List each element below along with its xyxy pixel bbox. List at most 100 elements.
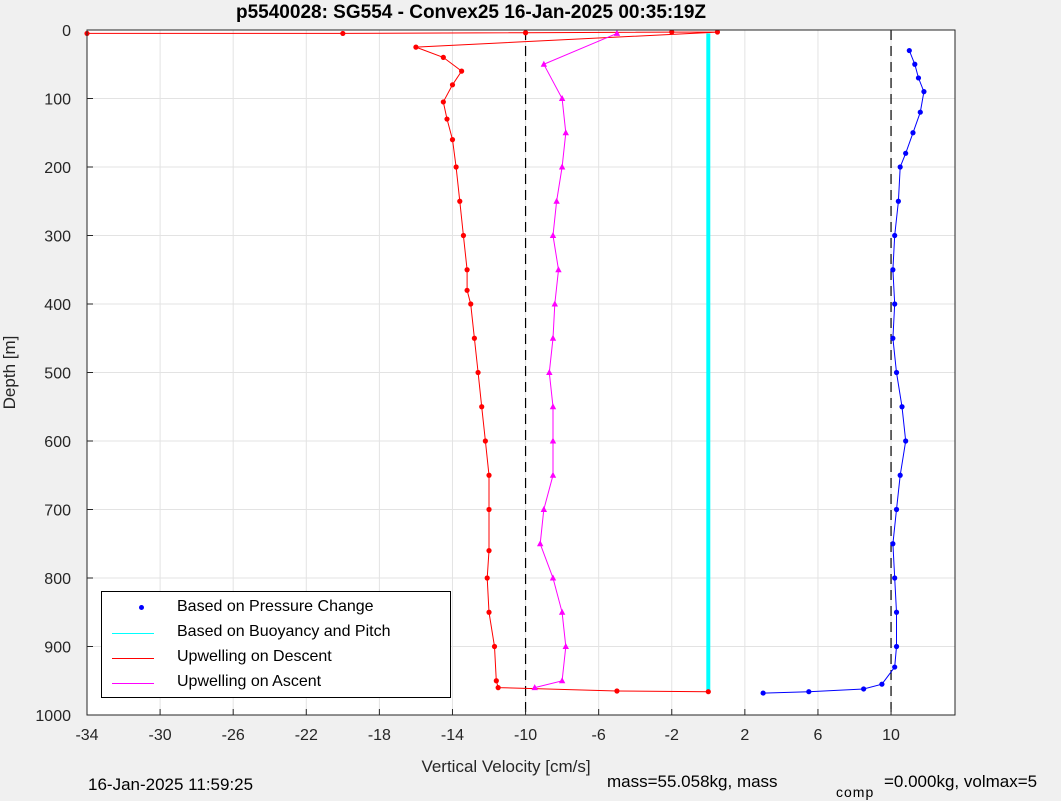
data-point (558, 608, 566, 615)
series-line-2 (87, 31, 718, 693)
data-point (464, 287, 470, 293)
data-point (468, 301, 474, 307)
data-point (471, 335, 478, 341)
data-point (553, 197, 560, 204)
data-point (890, 541, 896, 547)
data-point (484, 575, 490, 581)
data-point (457, 198, 463, 204)
data-point (449, 137, 456, 143)
footer-timestamp: 16-Jan-2025 11:59:25 (88, 775, 254, 794)
x-tick-label: 6 (813, 727, 822, 744)
legend-label: Based on Pressure Change (177, 598, 374, 615)
legend-item-upwelling-descent: Upwelling on Descent (102, 646, 450, 671)
data-point (892, 575, 898, 581)
data-point (549, 334, 557, 341)
data-point (806, 689, 812, 695)
data-point (899, 404, 905, 410)
data-point (915, 75, 922, 81)
data-point (460, 232, 467, 239)
data-point (892, 664, 898, 670)
x-tick-label: -14 (441, 727, 464, 744)
data-point (486, 609, 492, 615)
legend-label: Based on Buoyancy and Pitch (177, 623, 391, 640)
data-point (486, 472, 492, 478)
data-point (453, 164, 459, 170)
data-point (413, 44, 419, 50)
data-point (440, 99, 446, 105)
x-tick-label: 2 (740, 727, 749, 744)
footer-mass-text: mass=55.058kg, mass (607, 772, 778, 791)
data-point (903, 150, 909, 156)
data-point (549, 471, 557, 478)
y-axis-label: Depth [m] (0, 336, 19, 410)
data-point (903, 438, 909, 444)
data-point (897, 472, 903, 478)
y-tick-label: 200 (44, 160, 71, 177)
data-point (464, 267, 470, 273)
y-tick-label: 0 (62, 23, 71, 40)
footer-comp-subscript: comp (836, 784, 875, 800)
data-point (912, 61, 918, 67)
legend-marker-buoyancy-pitch (112, 633, 154, 634)
data-point (486, 548, 492, 554)
data-point (551, 300, 559, 307)
x-tick-label: -2 (665, 727, 679, 744)
x-tick-label: -18 (368, 727, 391, 744)
y-tick-label: 300 (44, 229, 71, 246)
data-point (669, 29, 675, 35)
footer-comp-text: =0.000kg, volmax=5 (884, 772, 1038, 791)
legend-marker-upwelling-ascent (112, 683, 154, 684)
x-axis-label: Vertical Velocity [cm/s] (421, 757, 590, 776)
data-point (760, 690, 766, 696)
data-point (613, 29, 621, 36)
data-point (879, 681, 885, 687)
data-point (892, 232, 898, 239)
data-point (890, 267, 896, 273)
data-point (558, 677, 566, 684)
data-point (705, 689, 711, 695)
footer-mass: mass=55.058kg, mass (607, 772, 778, 792)
data-point (714, 29, 721, 35)
data-point (536, 540, 544, 547)
legend-marker-upwelling-descent (112, 658, 154, 659)
data-point (531, 684, 538, 691)
data-point (921, 89, 927, 95)
data-point (917, 109, 923, 115)
data-point (555, 266, 562, 273)
x-tick-label: -30 (149, 727, 172, 744)
data-point (892, 301, 898, 307)
x-tick-label: -22 (295, 727, 318, 744)
legend: Based on Pressure Change Based on Buoyan… (101, 591, 451, 698)
data-point (890, 335, 896, 341)
data-point (614, 688, 620, 694)
data-point (495, 685, 501, 691)
x-tick-label: -6 (592, 727, 606, 744)
y-tick-label: 1000 (35, 708, 71, 725)
data-point (558, 163, 566, 170)
data-point (546, 369, 553, 375)
data-point (440, 54, 446, 61)
data-point (479, 404, 485, 410)
data-point (893, 643, 900, 650)
chart-title: p5540028: SG554 - Convex25 16-Jan-2025 0… (236, 2, 706, 23)
data-point (558, 95, 566, 101)
data-point (444, 116, 450, 122)
data-point (522, 30, 529, 36)
data-point (491, 643, 498, 650)
data-point (893, 506, 900, 513)
data-point (486, 506, 492, 513)
data-point (549, 232, 557, 238)
data-point (861, 686, 867, 692)
data-point (549, 574, 557, 581)
data-point (449, 82, 456, 88)
legend-item-pressure-change: Based on Pressure Change (102, 596, 450, 621)
data-point (475, 369, 481, 376)
data-point (540, 506, 548, 512)
y-tick-label: 100 (44, 92, 71, 109)
y-tick-label: 500 (44, 366, 71, 383)
x-tick-label: -26 (222, 727, 245, 744)
legend-label: Upwelling on Descent (177, 648, 332, 665)
legend-label: Upwelling on Ascent (177, 673, 322, 690)
y-tick-label: 900 (44, 640, 71, 657)
x-tick-label: -10 (514, 727, 537, 744)
